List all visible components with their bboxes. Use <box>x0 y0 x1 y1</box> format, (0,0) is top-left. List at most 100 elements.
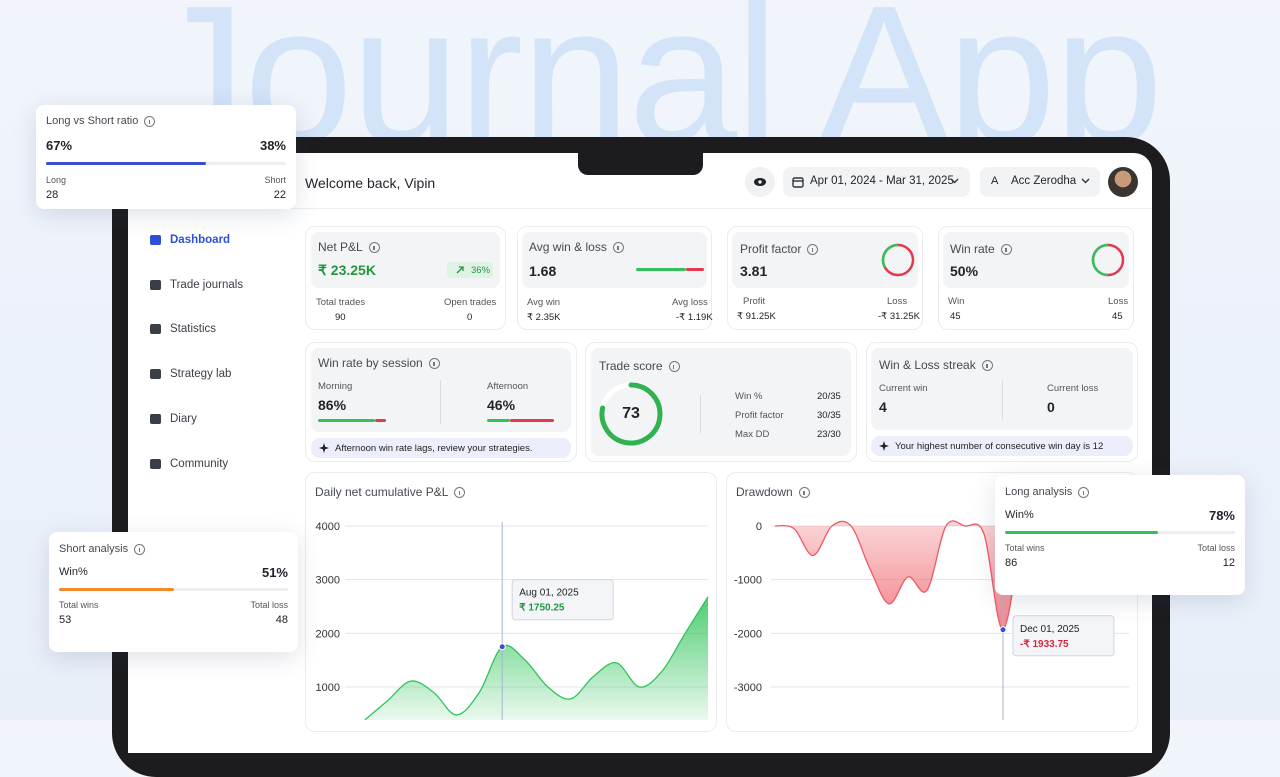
session-label: Morning <box>318 381 353 392</box>
nav-item[interactable]: Trade journals <box>150 279 243 291</box>
win-bar <box>318 419 375 422</box>
long-analysis-card: Long analysis Win% 78% Total wins 86 Tot… <box>995 475 1245 595</box>
panel <box>943 232 1129 288</box>
nav-item[interactable]: Dashboard <box>150 234 230 246</box>
win-bar <box>1005 531 1158 534</box>
avg-ratio: 1.68 <box>529 263 557 279</box>
loss-bar <box>510 419 554 422</box>
profit-factor-value: 3.81 <box>740 263 768 279</box>
nav-icon <box>150 414 161 424</box>
loss-bar <box>375 419 386 422</box>
stat-label: Total loss <box>250 600 288 610</box>
streak-label: Current loss <box>1047 383 1099 394</box>
stat-label: Total trades <box>316 297 366 308</box>
title-text: Win rate <box>950 242 995 256</box>
nav-item[interactable]: Statistics <box>150 323 216 335</box>
nav-icon <box>150 369 161 379</box>
stat-value: 48 <box>275 614 288 626</box>
divider <box>700 395 701 433</box>
card-title: Win rate <box>950 242 1012 256</box>
score-item: 30/35 <box>817 410 841 421</box>
stat-label: Loss <box>1108 296 1129 307</box>
tooltip-value: -₹ 1933.75 <box>1020 639 1069 650</box>
account-initial: A <box>991 175 999 187</box>
win-bar <box>487 419 510 422</box>
metric-value: 78% <box>1208 508 1235 523</box>
stat-label: Avg win <box>527 297 561 308</box>
date-range: Apr 01, 2024 - Mar 31, 2025 <box>810 175 954 187</box>
title-text: Daily net cumulative P&L <box>315 485 449 499</box>
panel <box>591 348 851 456</box>
card-title: Win & Loss streak <box>879 358 993 372</box>
insight-text: Afternoon win rate lags, review your str… <box>335 442 533 454</box>
point <box>999 626 1007 634</box>
stat-value: ₹ 2.35K <box>527 312 561 323</box>
stat-value: 86 <box>1005 557 1018 569</box>
session-value: 86% <box>318 397 347 413</box>
nav-icon <box>150 280 161 290</box>
stat-value: -₹ 31.25K <box>878 311 920 322</box>
nav-label: Strategy lab <box>170 368 232 380</box>
title-text: Long analysis <box>1005 486 1073 498</box>
stat-label: Total wins <box>59 600 99 610</box>
nav-icon <box>150 235 161 245</box>
card-title: Win rate by session <box>318 356 440 370</box>
change-value: 36% <box>471 265 491 276</box>
stat-label: Open trades <box>444 297 497 308</box>
score-value: 73 <box>622 405 640 422</box>
short-pct: 38% <box>259 138 286 153</box>
line <box>774 520 1023 631</box>
line <box>364 596 709 720</box>
insight: Your highest number of consecutive win d… <box>871 436 1133 456</box>
streak-value: 4 <box>879 399 887 415</box>
y-tick-label: -3000 <box>734 682 762 694</box>
divider <box>1002 380 1003 420</box>
chart-title: Drawdown <box>736 485 810 499</box>
nav-item[interactable]: Diary <box>150 413 197 425</box>
title-text: Profit factor <box>740 242 802 256</box>
change-badge: 36% <box>447 262 493 278</box>
title-text: Net P&L <box>318 240 363 254</box>
win-rate-ring <box>1091 243 1125 277</box>
long-bar <box>46 162 206 165</box>
tooltip-date: Aug 01, 2025 <box>519 588 579 599</box>
panel <box>522 232 707 288</box>
long-short-card: Long vs Short ratio 67% 38% Long 28 Shor… <box>36 105 296 209</box>
score-ring <box>599 382 663 446</box>
stat-value: 12 <box>1222 557 1235 569</box>
y-tick-label: 3000 <box>316 575 340 587</box>
account-selector[interactable]: A Acc Zerodha <box>980 167 1100 197</box>
stat-value: 45 <box>950 311 961 322</box>
score-label: Max DD <box>735 429 770 440</box>
card-title: Trade score <box>599 359 680 373</box>
avatar[interactable] <box>1108 167 1138 197</box>
title-text: Short analysis <box>59 543 129 555</box>
stat-label: Profit <box>743 296 766 307</box>
nav-item[interactable]: Community <box>150 458 228 470</box>
nav-label: Diary <box>170 413 197 425</box>
stat-value: ₹ 91.25K <box>737 311 776 322</box>
nav-label: Community <box>170 458 229 470</box>
title-text: Avg win & loss <box>529 240 607 254</box>
nav-label: Dashboard <box>170 234 231 246</box>
greeting: Welcome back, Vipin <box>305 175 436 191</box>
session-value: 46% <box>487 397 516 413</box>
visibility-button[interactable] <box>745 167 775 197</box>
card-title: Profit factor <box>740 242 819 256</box>
chart-title: Daily net cumulative P&L <box>315 485 466 499</box>
stat-value: 45 <box>1112 311 1123 322</box>
stat-label: Avg loss <box>672 297 708 308</box>
stat-label: Win <box>948 296 965 307</box>
title-text: Drawdown <box>736 485 793 499</box>
stat-label: Total loss <box>1197 543 1235 553</box>
nav-item[interactable]: Strategy lab <box>150 368 231 380</box>
notch <box>578 153 703 175</box>
card-title: Net P&L <box>318 240 380 254</box>
win-bar <box>59 588 174 591</box>
account-name: Acc Zerodha <box>1011 175 1077 187</box>
stat-value: 53 <box>59 614 72 626</box>
date-range-picker[interactable]: Apr 01, 2024 - Mar 31, 2025 <box>783 167 970 197</box>
y-tick-label: 2000 <box>316 628 340 640</box>
card-title: Avg win & loss <box>529 240 624 254</box>
stat-value: -₹ 1.19K <box>676 312 713 323</box>
